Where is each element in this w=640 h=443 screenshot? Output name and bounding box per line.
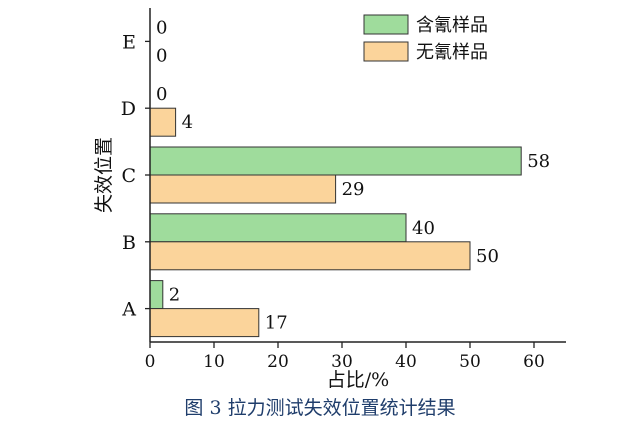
data-label-C-series2: 29 bbox=[342, 179, 365, 200]
x-axis-title: 占比/% bbox=[327, 369, 389, 391]
figure-caption: 图 3 拉力测试失效位置统计结果 bbox=[184, 397, 456, 419]
x-tick-label-60: 60 bbox=[523, 352, 545, 372]
bars-group bbox=[149, 107, 522, 338]
bar-B-series2 bbox=[149, 241, 471, 271]
bar-C-series2 bbox=[149, 174, 337, 204]
bar-B-series1 bbox=[149, 213, 407, 243]
data-label-C-series1: 58 bbox=[527, 151, 550, 172]
data-label-B-series2: 50 bbox=[476, 246, 499, 267]
category-label-D: D bbox=[121, 98, 136, 120]
bar-D-series2 bbox=[149, 107, 177, 137]
x-tick-label-20: 20 bbox=[267, 352, 289, 372]
data-label-D-series1: 0 bbox=[156, 84, 167, 105]
bar-C-series1 bbox=[149, 146, 522, 176]
x-tick-label-50: 50 bbox=[459, 352, 481, 372]
x-tick-label-0: 0 bbox=[145, 352, 156, 372]
data-label-B-series1: 40 bbox=[412, 218, 435, 239]
bar-A-series1 bbox=[149, 280, 164, 310]
y-axis-title: 失效位置 bbox=[93, 137, 115, 213]
category-label-B: B bbox=[122, 232, 136, 254]
data-label-A-series1: 2 bbox=[169, 285, 180, 306]
x-tick-label-40: 40 bbox=[395, 352, 417, 372]
legend-label-series1: 含氰样品 bbox=[416, 15, 488, 36]
x-tick-label-10: 10 bbox=[203, 352, 225, 372]
data-label-D-series2: 4 bbox=[182, 112, 193, 133]
data-label-E-series1: 0 bbox=[156, 17, 167, 38]
legend-label-series2: 无氰样品 bbox=[416, 42, 488, 63]
legend-swatch-series1 bbox=[363, 14, 409, 35]
data-label-E-series2: 0 bbox=[156, 45, 167, 66]
data-label-A-series2: 17 bbox=[265, 313, 288, 334]
x-tick-label-30: 30 bbox=[331, 352, 353, 372]
legend-swatch-series2 bbox=[363, 41, 409, 62]
bar-A-series2 bbox=[149, 308, 260, 338]
category-label-A: A bbox=[121, 299, 136, 321]
category-label-E: E bbox=[122, 31, 136, 53]
category-label-C: C bbox=[121, 165, 136, 187]
